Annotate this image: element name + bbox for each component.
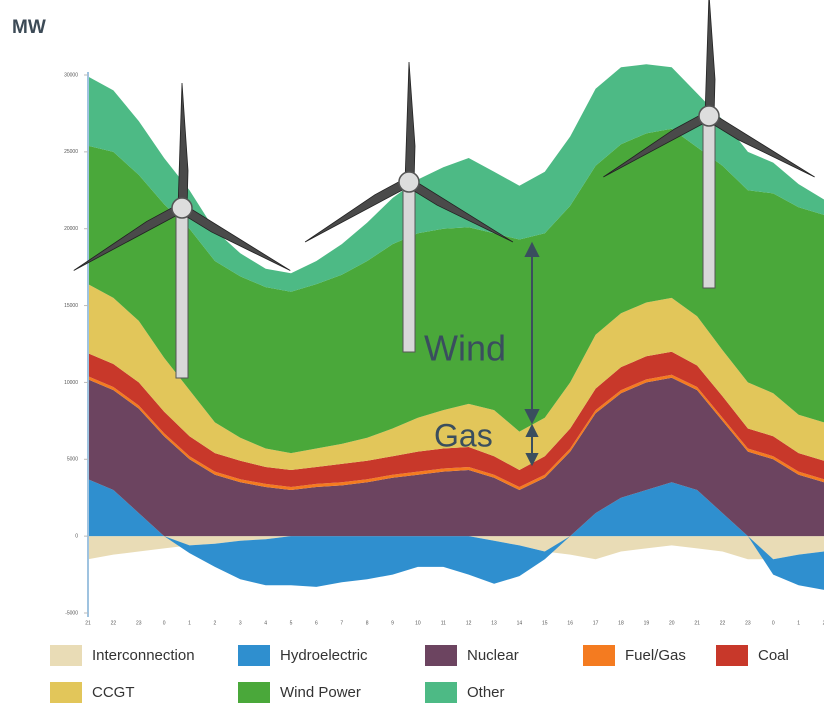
x-tick-label: 0: [163, 620, 166, 626]
area: [88, 479, 824, 590]
legend-label: Nuclear: [467, 647, 519, 664]
x-tick-label: 3: [239, 620, 242, 626]
legend-label: Coal: [758, 647, 789, 664]
annotation: Wind: [424, 328, 506, 369]
y-tick-label: 25000: [64, 149, 78, 155]
x-tick-label: 14: [517, 620, 523, 626]
annotation: Gas: [434, 417, 493, 453]
x-tick-label: 16: [567, 620, 573, 626]
x-tick-label: 6: [315, 620, 318, 626]
x-tick-label: 10: [415, 620, 421, 626]
area: [88, 351, 824, 487]
arrows: [524, 241, 540, 467]
x-tick-label: 22: [720, 620, 726, 626]
legend-swatch: [425, 645, 457, 666]
legend-swatch: [50, 645, 82, 666]
hub: [171, 197, 193, 219]
x-tick-label: 8: [366, 620, 369, 626]
turbines: [73, 0, 815, 379]
y-tick-label: 30000: [64, 72, 78, 78]
x-tick-label: 2: [214, 620, 217, 626]
area: [88, 377, 824, 537]
tower: [402, 181, 416, 353]
legend-label: Fuel/Gas: [625, 647, 686, 664]
x-tick-label: 17: [593, 620, 599, 626]
x-tick-label: 20: [669, 620, 675, 626]
x-tick-label: 18: [618, 620, 624, 626]
x-tick-label: 22: [111, 620, 117, 626]
x-tick-label: 0: [772, 620, 775, 626]
legend-label: Hydroelectric: [280, 647, 368, 664]
legend-swatch: [50, 682, 82, 703]
y-tick-label: 0: [75, 533, 78, 539]
legend-label: CCGT: [92, 684, 135, 701]
tower: [175, 207, 189, 379]
y-tick-label: 10000: [64, 380, 78, 386]
area: [88, 64, 824, 292]
x-tick-label: 19: [644, 620, 650, 626]
y-axis-label: MW: [12, 17, 46, 38]
legend-swatch: [238, 682, 270, 703]
x-tick-label: 2: [823, 620, 824, 626]
legend-swatch: [238, 645, 270, 666]
x-tick-label: 23: [745, 620, 751, 626]
x-tick-label: 1: [797, 620, 800, 626]
x-tick-label: 11: [441, 620, 446, 626]
legend-label: Interconnection: [92, 647, 195, 664]
legend-label: Other: [467, 684, 505, 701]
x-tick-label: 4: [264, 620, 267, 626]
hub: [698, 105, 720, 127]
legend-swatch: [716, 645, 748, 666]
y-tick-label: 20000: [64, 226, 78, 232]
x-tick-label: 9: [391, 620, 394, 626]
hub: [398, 171, 420, 193]
x-tick-label: 1: [188, 620, 191, 626]
x-tick-label: 12: [466, 620, 472, 626]
x-tick-label: 21: [694, 620, 700, 626]
x-tick-label: 21: [85, 620, 91, 626]
area: [88, 536, 824, 560]
legend-label: Wind Power: [280, 684, 361, 701]
plot-area: [88, 64, 824, 590]
y-tick-label: 5000: [67, 457, 78, 463]
blade: [704, 0, 716, 117]
blade: [177, 82, 189, 209]
area: [88, 128, 824, 454]
legend-swatch: [583, 645, 615, 666]
y-tick-label: 15000: [64, 303, 78, 309]
legend-swatch: [425, 682, 457, 703]
x-tick-label: 5: [290, 620, 293, 626]
tower: [702, 115, 716, 289]
area: [88, 284, 824, 470]
x-tick-label: 15: [542, 620, 548, 626]
x-tick-label: 13: [491, 620, 497, 626]
y-tick-label: -5000: [65, 610, 78, 616]
x-tick-label: 23: [136, 620, 142, 626]
x-tick-label: 7: [340, 620, 343, 626]
blade: [404, 61, 416, 183]
